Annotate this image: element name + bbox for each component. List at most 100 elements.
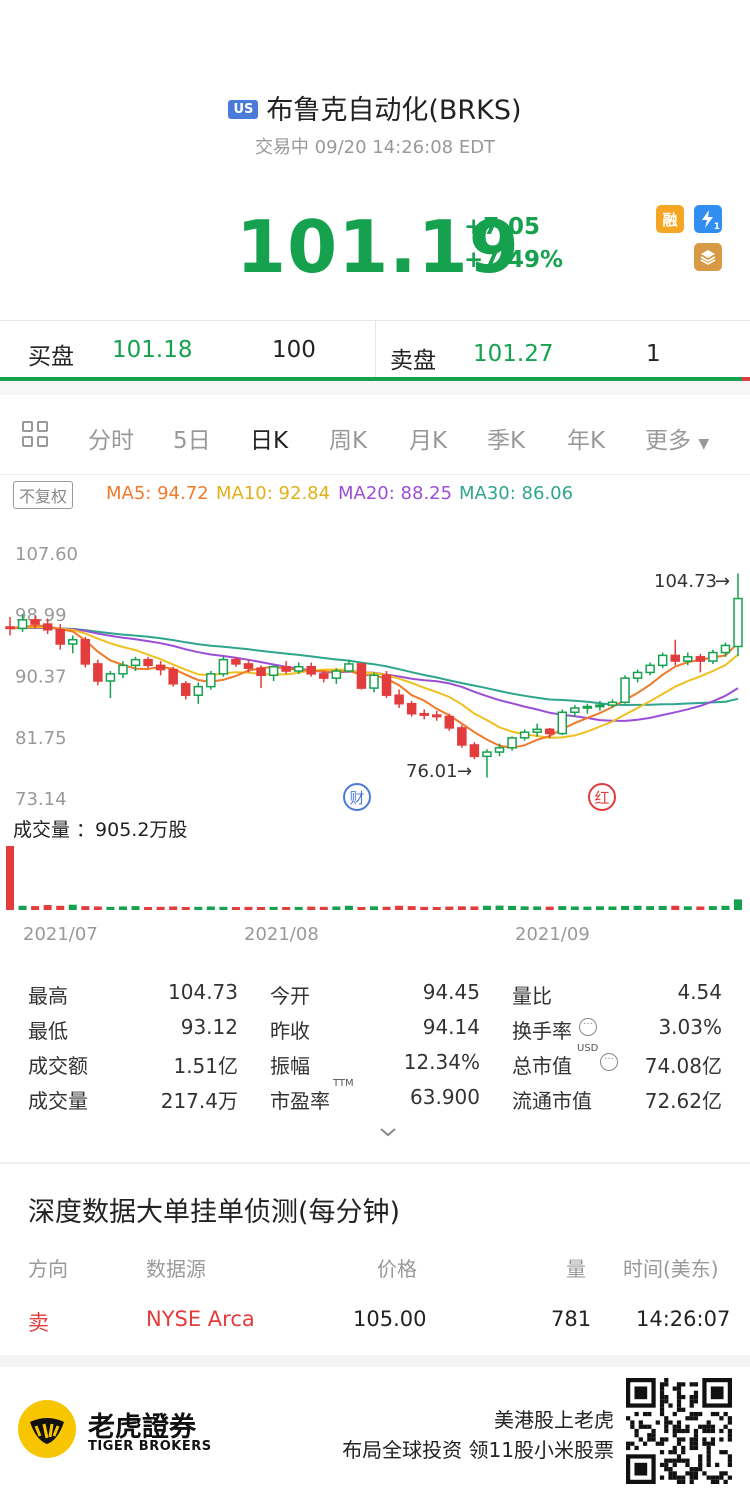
volume-bar (658, 905, 667, 910)
candle (143, 656, 153, 669)
stat-value: 72.62亿 (644, 1089, 722, 1113)
bid-label: 买盘 (28, 344, 74, 370)
candle (17, 614, 28, 632)
trading-status: 交易中 09/20 14:26:08 EDT (254, 137, 496, 158)
order-book: 买盘 101.18 100 卖盘 101.27 1 (0, 320, 750, 379)
tab-more-label: 更多 (645, 428, 691, 454)
superscript-label: USD (577, 1043, 599, 1054)
x-tick-label: 2021/08 (244, 924, 319, 945)
tab-quarterly-k[interactable]: 季K (487, 428, 526, 454)
candle (344, 659, 354, 673)
stat-value: 94.45 (422, 980, 480, 1004)
candle (80, 636, 91, 668)
volume-bar (219, 906, 228, 910)
volume-bar (81, 906, 90, 910)
volume-bar (118, 906, 127, 910)
candle (595, 700, 605, 711)
candle (570, 705, 580, 717)
stat-value: 74.08亿 (644, 1054, 722, 1078)
bid-size: 100 (272, 337, 316, 363)
volume-bar (156, 906, 165, 910)
stat-value: 3.03% (658, 1015, 722, 1039)
earnings-event-icon[interactable]: 财 (343, 783, 371, 811)
low-price-label: 76.01 (406, 761, 458, 782)
footer-slogan: 美港股上老虎 (494, 1408, 614, 1432)
stat-label: 振幅 (270, 1054, 310, 1078)
tab-daily-k[interactable]: 日K (250, 428, 289, 454)
volume-bar (520, 906, 529, 910)
volume-bar (194, 906, 203, 910)
stat-label: 市盈率 (270, 1089, 330, 1113)
candle (494, 743, 505, 757)
volume-bar (244, 906, 253, 910)
volume-bar (18, 905, 27, 910)
candle (256, 665, 266, 689)
candlestick-chart[interactable]: 107.60 98.99 90.37 81.75 73.14 104.73 → 76.0… (0, 530, 750, 950)
volume-bar (395, 905, 404, 910)
candle (657, 652, 668, 669)
margin-badge-icon[interactable]: 融 (656, 205, 684, 233)
lightning-badge-icon[interactable]: 1 (694, 205, 722, 233)
stat-label: 流通市值 (512, 1089, 592, 1113)
tab-intraday[interactable]: 分时 (88, 428, 134, 454)
volume-bar (382, 906, 391, 910)
tab-5day[interactable]: 5日 (173, 428, 211, 454)
candle (68, 635, 78, 654)
volume-bar (332, 906, 341, 910)
candle (206, 671, 216, 690)
tab-monthly-k[interactable]: 月K (409, 428, 448, 454)
volume-bar (683, 906, 692, 910)
lightning-badge-number: 1 (713, 222, 720, 232)
stat-label: 换手率 (512, 1019, 572, 1043)
volume-bar (407, 906, 416, 910)
tab-more[interactable]: 更多 ▼ (645, 421, 709, 455)
y-tick-label: 98.99 (15, 605, 67, 626)
candle (93, 659, 103, 686)
candle (180, 680, 191, 700)
market-badge: US (228, 100, 259, 119)
tab-yearly-k[interactable]: 年K (567, 428, 606, 454)
tab-weekly-k[interactable]: 周K (329, 428, 368, 454)
row-direction: 卖 (28, 1311, 49, 1335)
candle (394, 689, 404, 708)
volume-bar (545, 906, 554, 910)
stat-label: 成交量 (28, 1089, 88, 1113)
candle (231, 656, 241, 667)
volume-bar (608, 906, 617, 910)
candle (469, 742, 480, 760)
volume-bar (646, 906, 655, 910)
low-arrow-icon: → (457, 761, 472, 782)
volume-bar (495, 905, 504, 910)
volume-bar (357, 907, 366, 910)
price-change: +7.05 (464, 214, 541, 240)
candle (432, 710, 442, 721)
grid-icon[interactable] (22, 421, 50, 449)
volume-bar (257, 907, 266, 910)
volume-bar (131, 906, 140, 910)
volume-bar (420, 906, 429, 910)
adjust-button[interactable]: 不复权 (13, 481, 74, 509)
layers-badge-icon[interactable] (694, 243, 722, 271)
dividend-event-icon[interactable]: 红 (588, 783, 616, 811)
volume-bar (206, 906, 215, 910)
volume-bar (282, 907, 291, 910)
candle (670, 639, 680, 666)
candle (369, 672, 379, 693)
earnings-event-label: 财 (349, 789, 364, 807)
candle (645, 662, 655, 676)
candle (268, 665, 279, 681)
footer-brand: 老虎證券 (88, 1412, 196, 1443)
expand-chevron-icon[interactable] (378, 1122, 398, 1142)
stat-value: 217.4万 (160, 1089, 238, 1113)
candle (243, 659, 254, 673)
info-icon[interactable]: ··· (579, 1018, 597, 1036)
volume-bar (734, 899, 742, 910)
volume-bar (432, 907, 441, 910)
volume-bar (144, 907, 153, 910)
qr-code-icon[interactable] (626, 1378, 732, 1484)
volume-label: 成交量 ：905.2万股 (13, 819, 187, 841)
bid-price: 101.18 (112, 337, 193, 363)
info-icon[interactable]: ··· (600, 1053, 618, 1071)
candle (218, 656, 229, 677)
candle (457, 725, 467, 748)
